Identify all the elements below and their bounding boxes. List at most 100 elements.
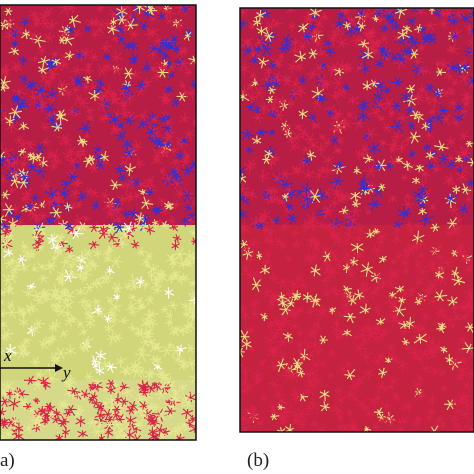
molecule (294, 275, 303, 282)
molecule (395, 156, 403, 164)
molecule (330, 323, 341, 337)
molecule (154, 389, 168, 401)
molecule (4, 119, 19, 134)
molecule (121, 179, 134, 193)
molecule (405, 105, 415, 116)
molecule (335, 261, 343, 269)
molecule (461, 153, 473, 163)
molecule (363, 165, 376, 178)
molecule (115, 121, 125, 132)
molecule (271, 79, 281, 87)
molecule (170, 394, 178, 404)
molecule (103, 254, 112, 263)
molecule (357, 399, 365, 410)
molecule (144, 224, 156, 235)
molecule (169, 259, 178, 269)
molecule (417, 213, 434, 227)
molecule (385, 161, 393, 171)
molecule (322, 79, 333, 90)
molecule (399, 288, 413, 299)
molecule (170, 344, 181, 357)
molecule (178, 359, 188, 371)
molecule (6, 271, 18, 284)
molecule (459, 130, 469, 140)
molecule (0, 83, 9, 92)
molecule (349, 205, 363, 218)
molecule (240, 8, 250, 17)
molecule (366, 37, 381, 51)
molecule (447, 159, 457, 170)
molecule (453, 312, 463, 322)
molecule (145, 187, 154, 196)
molecule (295, 329, 305, 337)
molecule (112, 410, 123, 421)
molecule (159, 205, 170, 216)
molecule (1, 240, 9, 247)
molecule (241, 424, 251, 432)
molecule (374, 381, 385, 393)
molecule (2, 285, 15, 295)
molecule (282, 332, 294, 342)
molecule (402, 401, 414, 411)
molecule (181, 322, 193, 334)
molecule (162, 400, 175, 413)
molecule (346, 111, 353, 119)
molecule (128, 273, 140, 289)
molecule (46, 116, 58, 127)
molecule (424, 124, 433, 134)
molecule (387, 155, 401, 166)
molecule (65, 26, 76, 35)
molecule (31, 232, 40, 241)
molecule (293, 357, 304, 369)
molecule (163, 201, 174, 210)
molecule (276, 278, 291, 288)
molecule (337, 36, 349, 49)
molecule (353, 166, 362, 175)
molecule (262, 225, 270, 236)
molecule (252, 17, 262, 27)
molecule (374, 281, 384, 293)
molecule (45, 19, 59, 31)
molecule (248, 410, 256, 418)
molecule (458, 13, 472, 24)
molecule (171, 97, 180, 108)
molecule (431, 164, 442, 174)
molecule (183, 129, 196, 141)
molecule (83, 300, 93, 311)
molecule (374, 9, 383, 18)
molecule (123, 163, 137, 177)
molecule (278, 311, 288, 325)
molecule (436, 153, 450, 166)
molecule (377, 183, 386, 192)
molecule (298, 22, 309, 34)
molecule (453, 112, 466, 123)
molecule (106, 245, 114, 256)
molecule (260, 8, 272, 19)
molecule (35, 421, 46, 429)
molecule (346, 265, 353, 275)
molecule (141, 60, 152, 73)
molecule (436, 242, 444, 252)
molecule (240, 413, 249, 422)
molecule (135, 157, 145, 169)
molecule (87, 259, 96, 268)
molecule (168, 145, 180, 155)
molecule (99, 92, 110, 102)
molecule (418, 26, 426, 34)
molecule (370, 356, 382, 366)
molecule (120, 24, 130, 33)
molecule (304, 402, 314, 414)
molecule (370, 243, 383, 256)
molecule (107, 223, 117, 233)
molecule (98, 227, 109, 240)
molecule (361, 8, 375, 21)
molecule (124, 282, 132, 291)
molecule (93, 145, 102, 153)
molecule (353, 234, 363, 242)
molecule (284, 289, 294, 299)
molecule (152, 149, 163, 163)
molecule (130, 177, 143, 187)
molecule (30, 55, 39, 63)
molecule (141, 196, 154, 210)
molecule (261, 77, 275, 91)
